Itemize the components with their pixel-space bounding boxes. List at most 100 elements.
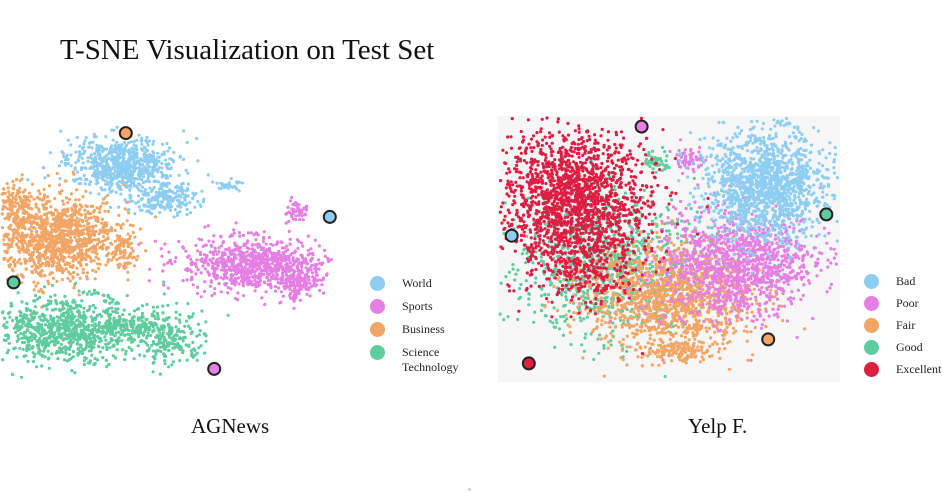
scatter-point	[194, 243, 198, 248]
scatter-point	[37, 349, 42, 353]
scatter-point	[121, 222, 125, 226]
scatter-point	[288, 261, 292, 265]
scatter-point	[177, 200, 182, 204]
scatter-point	[226, 286, 230, 290]
scatter-point	[220, 254, 224, 258]
scatter-point	[202, 253, 207, 257]
scatter-point	[63, 358, 67, 362]
scatter-point	[189, 257, 193, 261]
scatter-point	[122, 244, 126, 248]
scatter-point	[270, 262, 274, 266]
scatter-point	[111, 354, 115, 358]
scatter-point	[210, 266, 214, 270]
scatter-point	[253, 273, 257, 277]
scatter-point	[109, 226, 113, 230]
scatter-point	[281, 294, 285, 298]
scatter-point	[87, 349, 92, 353]
scatter-point	[117, 213, 121, 217]
scatter-point	[306, 234, 310, 238]
scatter-point	[137, 174, 141, 178]
scatter-point	[242, 260, 246, 264]
scatter-point	[145, 158, 149, 162]
scatter-point	[12, 233, 16, 237]
scatter-point	[139, 241, 143, 245]
scatter-point	[83, 149, 87, 153]
scatter-point	[584, 296, 588, 300]
scatter-point	[254, 232, 258, 236]
scatter-point	[72, 231, 76, 235]
scatter-point	[306, 253, 310, 257]
scatter-point	[547, 240, 551, 244]
scatter-point	[80, 329, 84, 333]
scatter-point	[208, 284, 212, 288]
scatter-point	[110, 183, 114, 187]
scatter-point	[106, 324, 110, 328]
scatter-point	[18, 257, 22, 262]
scatter-point	[28, 331, 32, 335]
scatter-point	[47, 199, 52, 203]
scatter-point	[638, 241, 642, 245]
scatter-point	[299, 271, 303, 275]
scatter-point	[20, 173, 24, 177]
scatter-point	[134, 162, 138, 166]
scatter-point	[197, 346, 201, 350]
scatter-point	[289, 284, 293, 288]
scatter-point	[114, 160, 118, 164]
scatter-point	[237, 282, 241, 286]
scatter-point	[44, 331, 49, 335]
scatter-point	[49, 205, 53, 209]
scatter-point	[161, 173, 165, 177]
scatter-point	[236, 276, 240, 280]
scatter-point	[198, 329, 202, 333]
scatter-point	[16, 337, 21, 341]
scatter-point	[92, 132, 96, 136]
scatter-point	[60, 189, 64, 193]
scatter-point	[163, 242, 167, 246]
scatter-point	[59, 318, 64, 322]
scatter-point	[81, 220, 85, 224]
scatter-point	[281, 281, 285, 285]
scatter-point	[317, 244, 321, 248]
scatter-point	[47, 366, 51, 370]
scatter-point	[144, 341, 148, 345]
scatter-point	[539, 309, 544, 313]
scatter-point	[297, 213, 301, 217]
scatter-point	[256, 276, 260, 280]
scatter-point	[57, 316, 61, 320]
scatter-point	[104, 338, 108, 342]
scatter-point	[52, 336, 56, 340]
scatter-point	[29, 194, 33, 199]
scatter-point	[141, 192, 145, 196]
scatter-point	[63, 345, 68, 349]
scatter-point	[551, 321, 555, 325]
scatter-point	[273, 257, 277, 261]
scatter-point	[203, 351, 207, 355]
scatter-point	[144, 192, 148, 196]
scatter-point	[315, 273, 319, 277]
scatter-point	[96, 262, 100, 266]
scatter-point	[60, 307, 64, 311]
scatter-point	[54, 299, 58, 303]
scatter-point	[321, 276, 325, 280]
scatter-point	[309, 247, 313, 251]
scatter-point	[109, 178, 113, 182]
scatter-point	[18, 179, 22, 183]
scatter-point	[106, 293, 110, 297]
scatter-point	[246, 269, 250, 273]
scatter-point	[140, 319, 144, 323]
scatter-point	[640, 243, 644, 247]
scatter-point	[286, 267, 290, 271]
scatter-point	[162, 280, 166, 284]
scatter-point	[127, 345, 131, 350]
scatter-point	[222, 276, 227, 280]
scatter-point	[687, 222, 691, 226]
scatter-point	[64, 158, 68, 162]
scatter-point	[135, 138, 139, 142]
scatter-point	[82, 306, 86, 310]
scatter-point	[304, 276, 308, 281]
scatter-point	[78, 223, 82, 227]
scatter-point	[160, 200, 165, 204]
scatter-point	[29, 234, 33, 238]
scatter-point	[149, 189, 154, 193]
scatter-point	[597, 351, 601, 355]
